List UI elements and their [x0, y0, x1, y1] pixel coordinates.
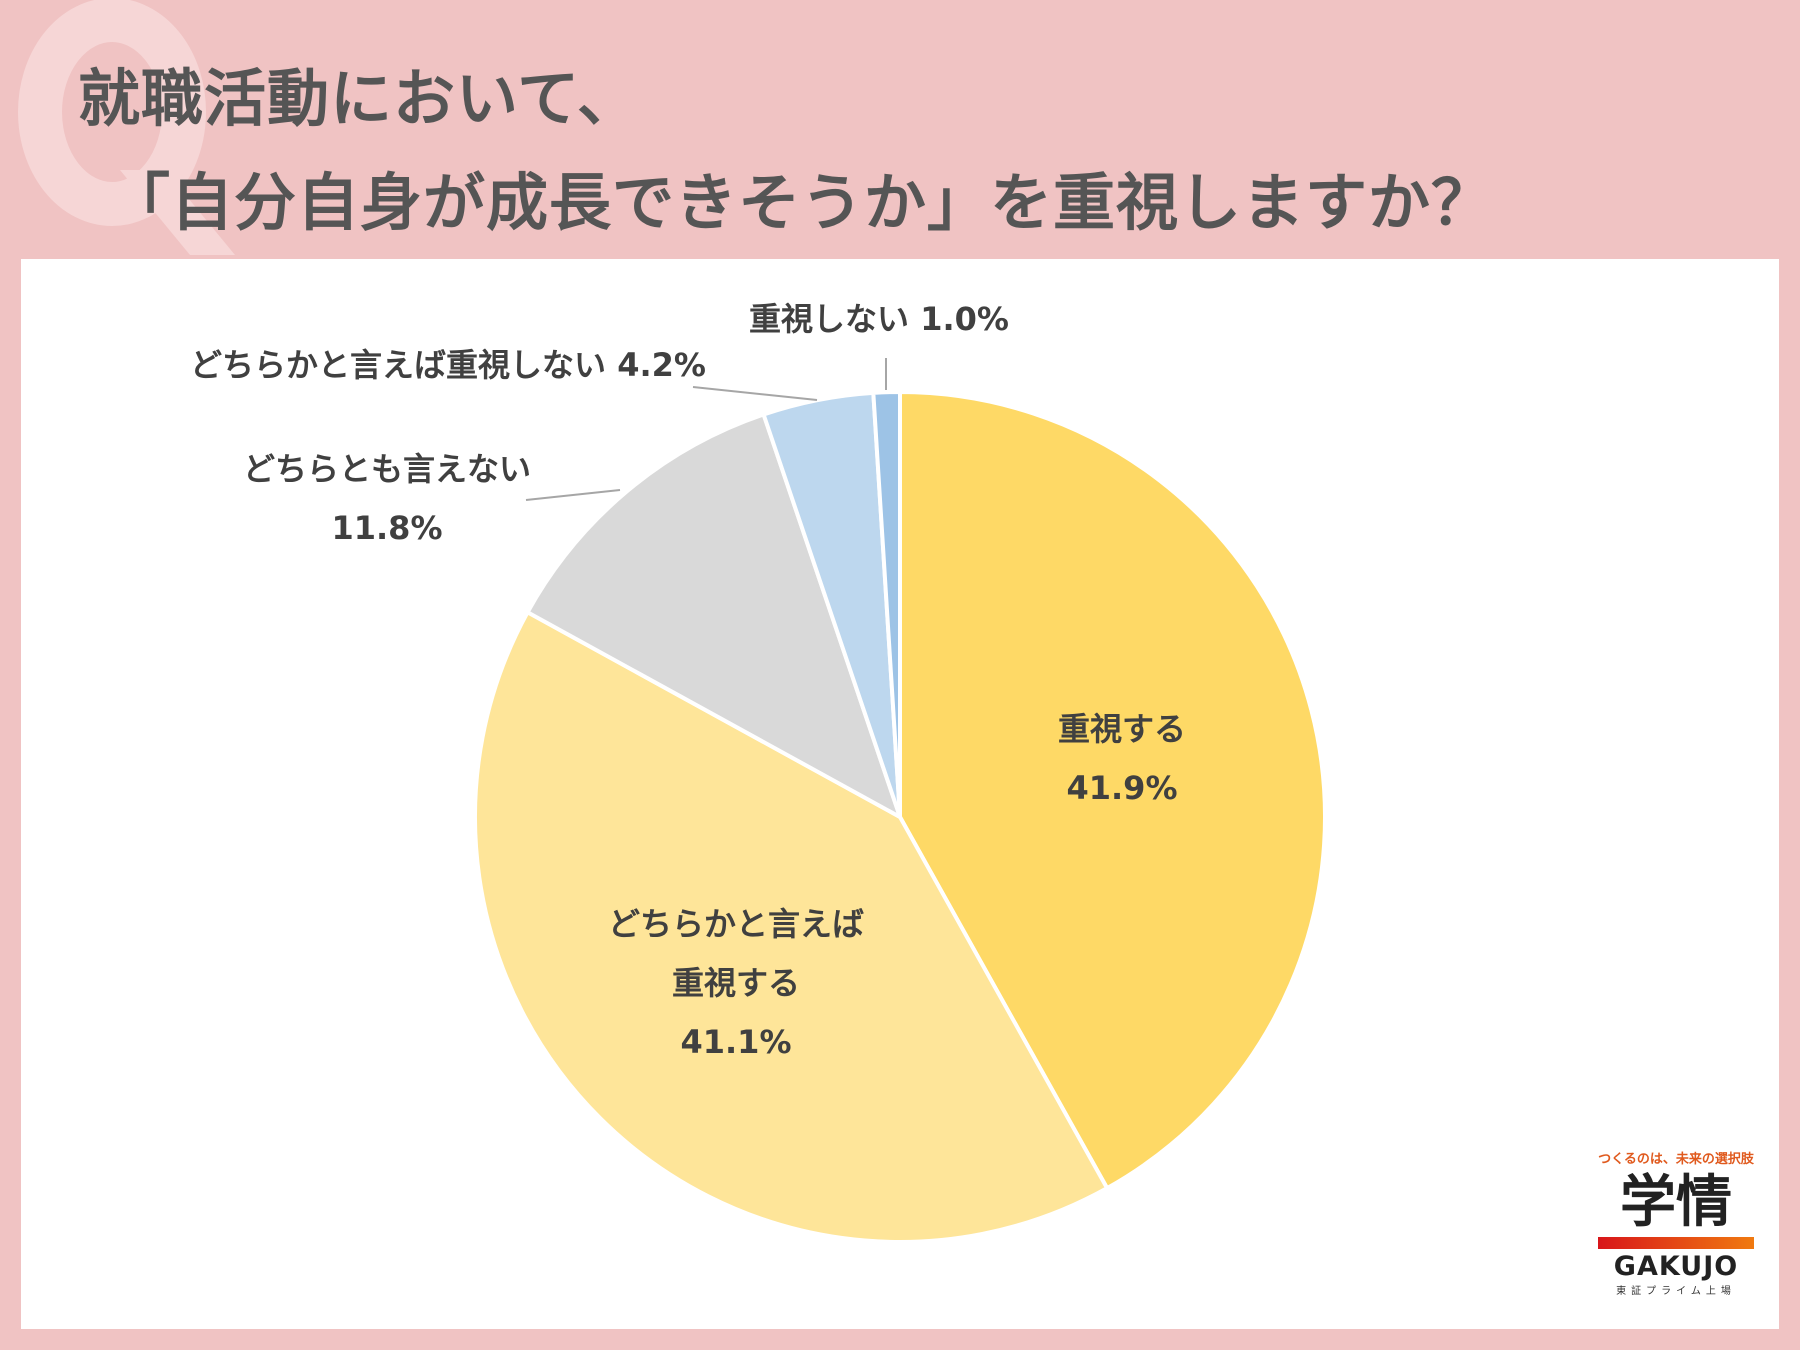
logo-sub: 東証プライム上場 — [1616, 1286, 1736, 1297]
leader-line-1 — [525, 489, 621, 501]
pie-slice-2 — [524, 411, 904, 822]
logo-bar — [1598, 1237, 1754, 1249]
title-line-2: 「自分自身が成長できそうか」を重視しますか？ — [108, 166, 1495, 239]
gakujo-logo: つくるのは、未来の選択肢 学情 GAKUJO 東証プライム上場 — [1588, 1148, 1764, 1297]
logo-tagline: つくるのは、未来の選択肢 — [1598, 1152, 1754, 1167]
slice-label-3: どちらかと言えば重視しない 4.2% — [190, 346, 706, 384]
pie-slice-0 — [898, 389, 1327, 1191]
q-ring-shape — [18, 0, 206, 226]
slice-value-1: 41.1% — [680, 1023, 791, 1061]
q-tail-shape — [120, 170, 235, 255]
slice-label-2: どちらとも言えない — [243, 450, 531, 488]
pie-slice-4 — [871, 389, 902, 818]
slice-label-1: 重視する — [672, 964, 800, 1002]
pie-slice-1 — [473, 609, 1110, 1244]
slice-value-2: 11.8% — [331, 509, 442, 547]
slice-label-1: どちらかと言えば — [608, 905, 864, 943]
slice-label-0: 重視する — [1058, 710, 1186, 748]
title-line-1: 就職活動において、 — [78, 62, 641, 135]
logo-kanji: 学情 — [1620, 1170, 1732, 1235]
slice-value-0: 41.9% — [1066, 769, 1177, 807]
leader-line-0 — [692, 386, 818, 401]
slice-label-4: 重視しない 1.0% — [749, 300, 1009, 338]
logo-english: GAKUJO — [1613, 1251, 1739, 1282]
q-watermark — [18, 0, 235, 255]
